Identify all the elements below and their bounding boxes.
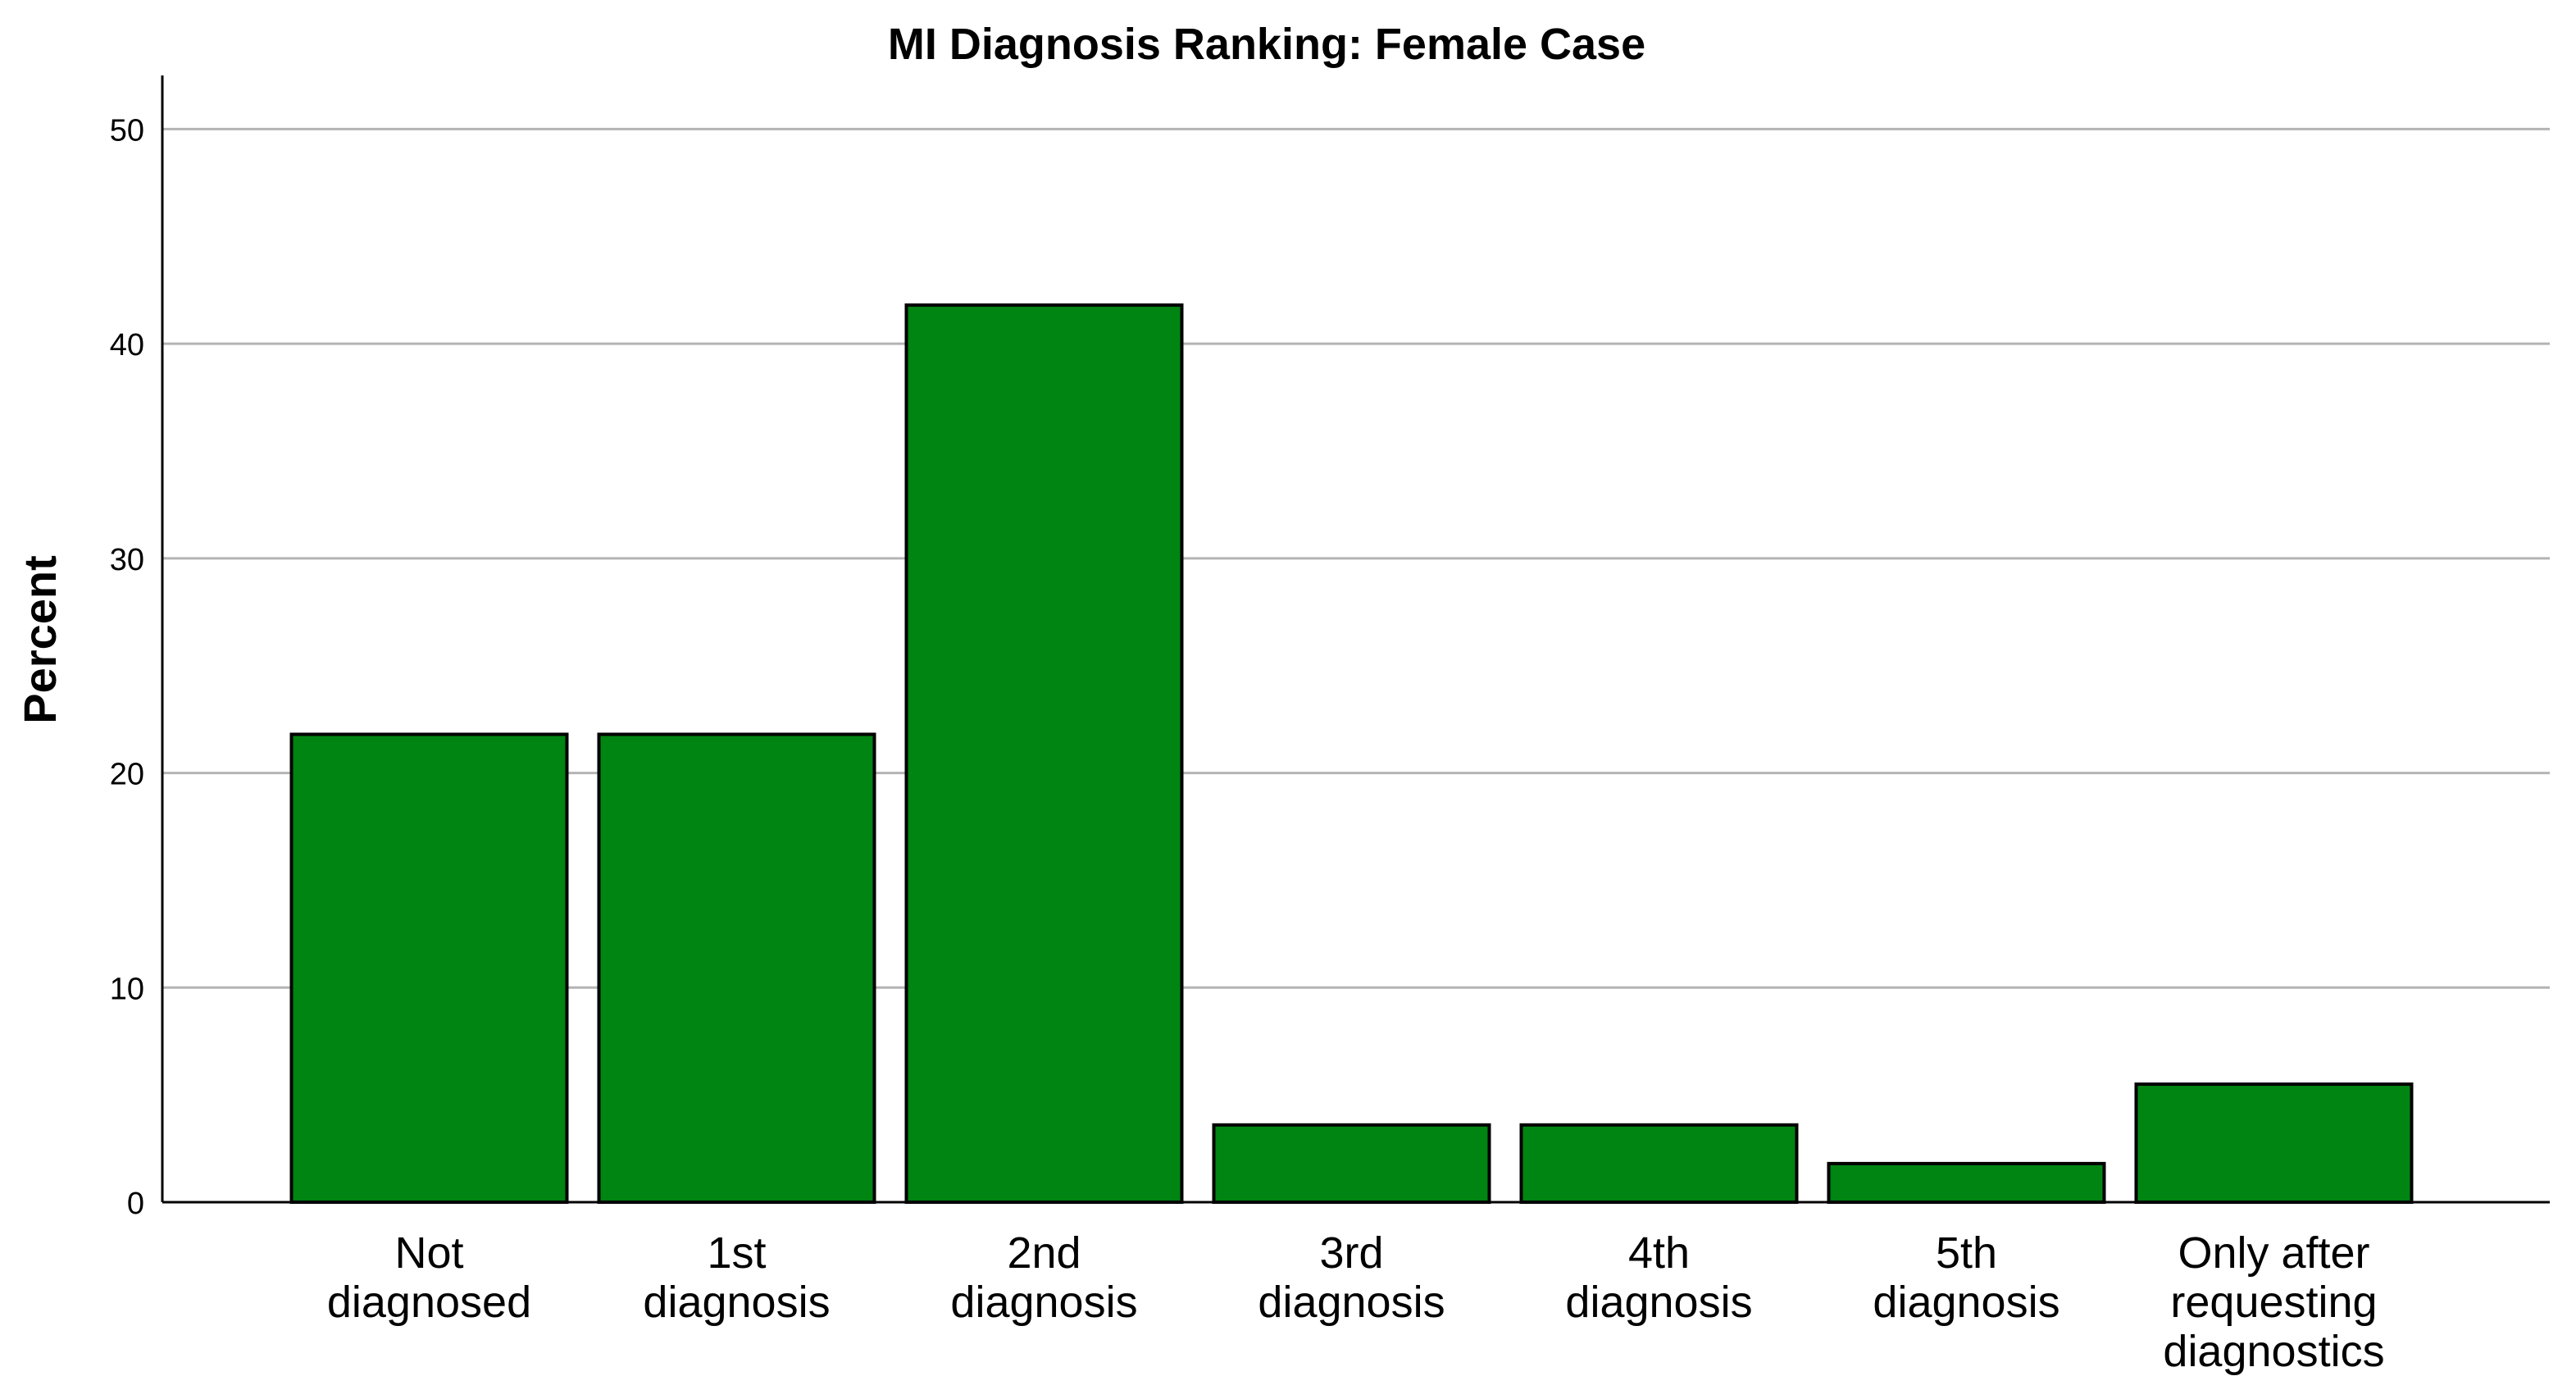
x-tick-label-line: Not	[394, 1228, 463, 1278]
x-tick-label-line: diagnosis	[1873, 1278, 2059, 1327]
bar	[1212, 1123, 1491, 1204]
y-tick-label: 40	[110, 328, 144, 362]
chart-title: MI Diagnosis Ranking: Female Case	[888, 20, 1645, 69]
x-tick-label-line: 1st	[707, 1228, 766, 1278]
bar	[1519, 1123, 1799, 1204]
x-tick-label: 2nd diagnosis	[950, 1228, 1137, 1327]
y-tick-label: 20	[110, 758, 144, 792]
y-tick-labels: 0 10 20 30 40 50	[110, 113, 144, 1221]
x-tick-label-line: diagnosis	[950, 1278, 1137, 1327]
x-tick-label-line: diagnosis	[1565, 1278, 1752, 1327]
bar	[904, 303, 1184, 1204]
x-tick-label: 1st diagnosis	[643, 1228, 830, 1327]
x-tick-label-line: diagnosis	[1258, 1278, 1445, 1327]
x-tick-label: Not diagnosed	[327, 1228, 531, 1327]
axes	[161, 75, 2550, 1204]
x-tick-label-line: 4th	[1628, 1228, 1690, 1278]
x-tick-label-line: diagnostics	[2163, 1327, 2384, 1376]
x-tick-label-line: 2nd	[1007, 1228, 1081, 1278]
x-tick-label-line: 3rd	[1319, 1228, 1383, 1278]
y-tick-label: 30	[110, 543, 144, 577]
y-axis-label: Percent	[14, 555, 66, 723]
x-tick-label-line: diagnosis	[643, 1278, 830, 1327]
y-tick-label: 10	[110, 972, 144, 1006]
bar	[597, 732, 876, 1204]
y-tick-label: 50	[110, 113, 144, 148]
x-tick-label-line: Only after	[2178, 1228, 2369, 1278]
x-tick-label: 4th diagnosis	[1565, 1228, 1752, 1327]
bar	[2134, 1082, 2414, 1204]
x-tick-label-line: requesting	[2170, 1278, 2377, 1327]
x-tick-label: 5th diagnosis	[1873, 1228, 2059, 1327]
x-tick-label: 3rd diagnosis	[1258, 1228, 1445, 1327]
bar	[289, 732, 569, 1204]
x-tick-label-line: 5th	[1936, 1228, 1997, 1278]
y-tick-label: 0	[127, 1187, 144, 1221]
bar	[1827, 1161, 2106, 1205]
x-tick-label-line: diagnosed	[327, 1278, 531, 1327]
x-tick-label: Only after requesting diagnostics	[2163, 1228, 2384, 1376]
bars	[289, 303, 2414, 1205]
